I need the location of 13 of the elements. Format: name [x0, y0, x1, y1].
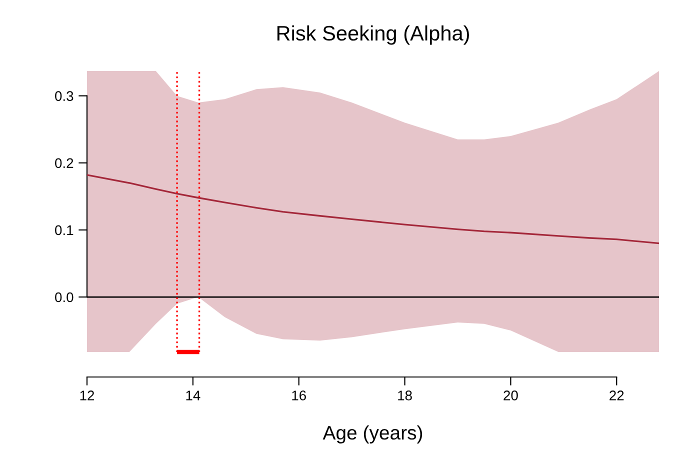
x-tick-label: 18 — [398, 390, 412, 400]
x-tick-label: 20 — [504, 390, 518, 400]
y-tick-label: 0.1 — [55, 225, 74, 236]
x-axis-title: Age (years) — [322, 425, 422, 444]
x-tick-label: 14 — [186, 390, 200, 400]
y-tick-label: 0.3 — [55, 91, 74, 101]
x-tick-label: 22 — [610, 390, 624, 400]
x-tick-label: 12 — [80, 390, 94, 400]
chart-title: Risk Seeking (Alpha) — [277, 25, 469, 45]
x-tick-label: 16 — [292, 390, 306, 400]
y-tick-label: 0.0 — [55, 292, 74, 302]
y-tick-label: 0.2 — [55, 158, 74, 168]
line-series — [86, 174, 660, 244]
